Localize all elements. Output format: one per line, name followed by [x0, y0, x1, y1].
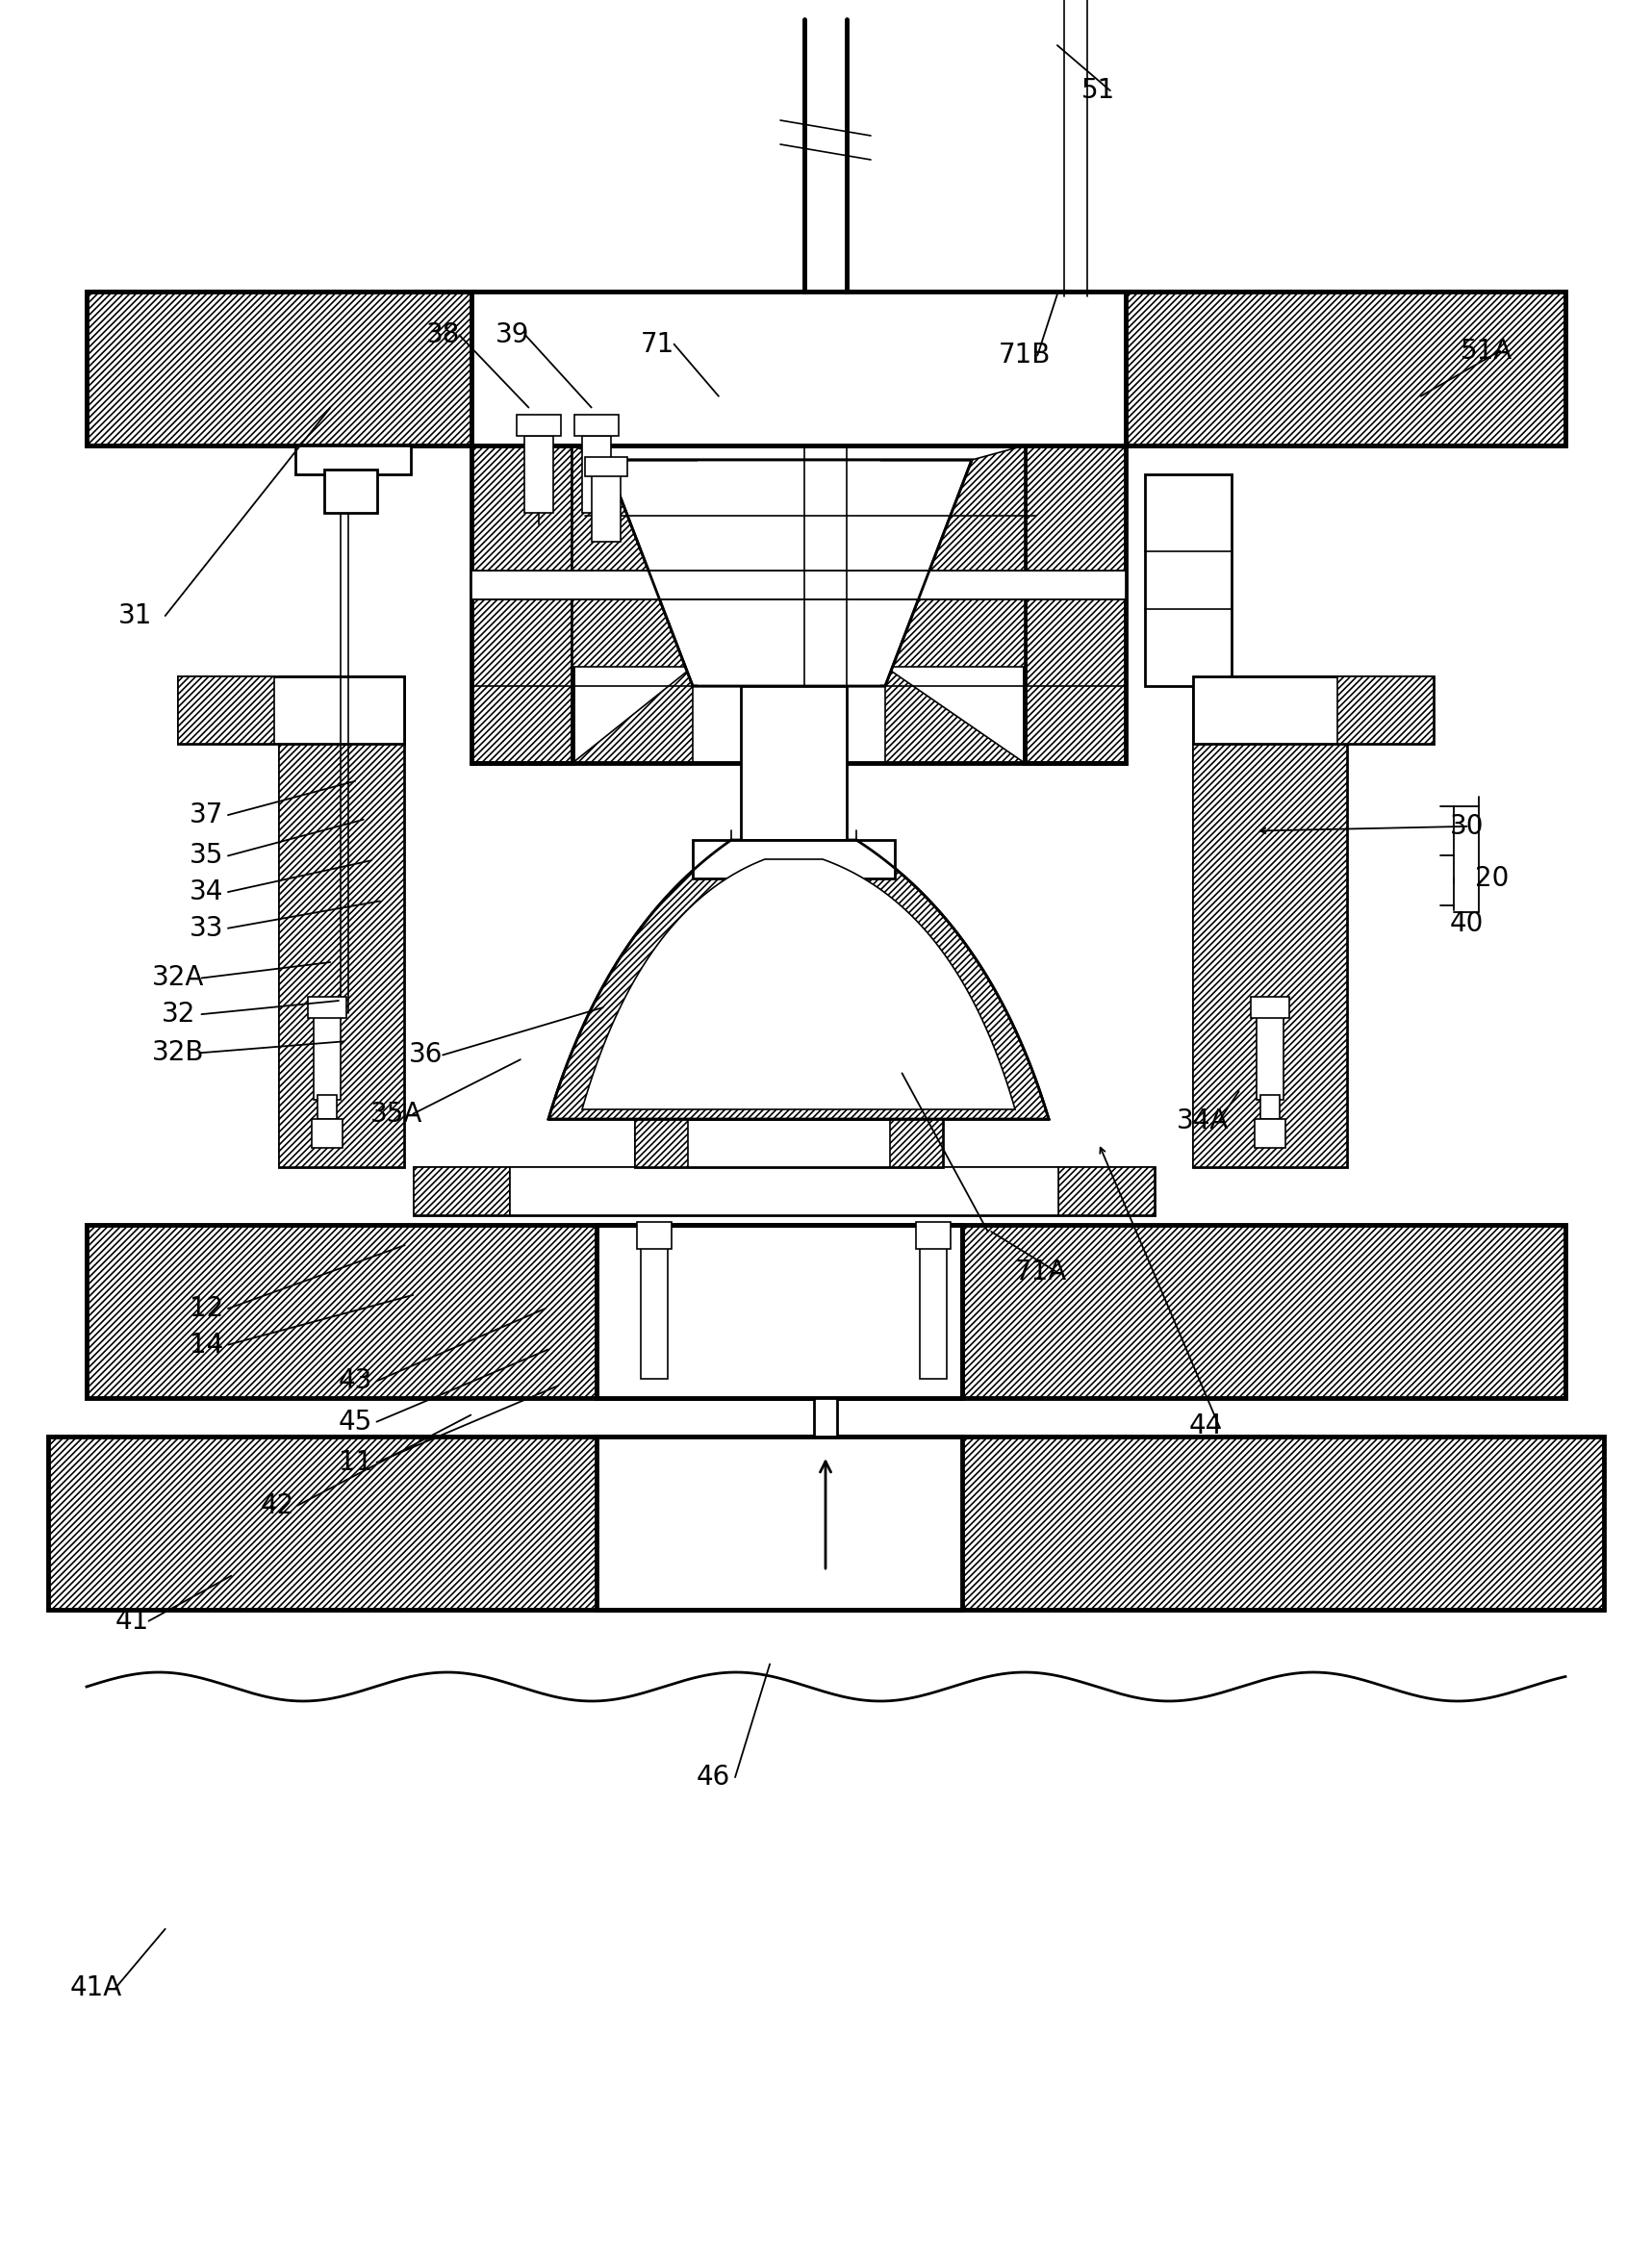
- Bar: [1193, 677, 1346, 1168]
- Bar: [178, 677, 405, 745]
- Text: 32B: 32B: [152, 1039, 205, 1066]
- Bar: [524, 437, 553, 514]
- Bar: [317, 1096, 337, 1118]
- Bar: [86, 292, 1566, 446]
- Text: 44: 44: [1189, 1413, 1222, 1440]
- Text: 34A: 34A: [1176, 1107, 1229, 1134]
- Bar: [740, 686, 847, 840]
- Text: 32A: 32A: [152, 964, 205, 992]
- Bar: [692, 840, 895, 878]
- Bar: [279, 677, 405, 1168]
- Bar: [697, 460, 881, 686]
- Text: 35A: 35A: [370, 1100, 423, 1127]
- Bar: [471, 571, 1125, 600]
- Text: 42: 42: [261, 1492, 294, 1519]
- Text: 51A: 51A: [1460, 337, 1513, 365]
- Polygon shape: [573, 668, 692, 763]
- Text: 35: 35: [190, 842, 223, 869]
- Bar: [279, 677, 405, 1168]
- Bar: [920, 1238, 947, 1379]
- Bar: [890, 1118, 943, 1168]
- Text: 11: 11: [339, 1449, 372, 1476]
- Bar: [48, 1438, 1604, 1610]
- Text: 43: 43: [339, 1367, 372, 1395]
- Bar: [471, 292, 1125, 446]
- Polygon shape: [885, 668, 1024, 763]
- Bar: [312, 1118, 342, 1148]
- Bar: [86, 1225, 1566, 1399]
- Bar: [1024, 446, 1125, 763]
- Bar: [634, 1118, 943, 1168]
- Text: 30: 30: [1450, 813, 1483, 840]
- Bar: [1193, 677, 1434, 745]
- Text: 38: 38: [426, 321, 459, 349]
- Text: 12: 12: [190, 1295, 223, 1322]
- Bar: [178, 677, 274, 745]
- Text: 41: 41: [116, 1607, 149, 1635]
- Bar: [1193, 677, 1346, 1168]
- Bar: [591, 475, 621, 541]
- Bar: [1059, 1168, 1155, 1216]
- Text: 31: 31: [119, 602, 152, 629]
- Polygon shape: [573, 446, 692, 668]
- Bar: [585, 457, 628, 475]
- Bar: [471, 292, 573, 446]
- Bar: [314, 1014, 340, 1100]
- Bar: [1251, 996, 1289, 1019]
- Text: 71A: 71A: [1014, 1259, 1067, 1286]
- Bar: [1338, 677, 1434, 745]
- Text: 39: 39: [496, 321, 529, 349]
- Text: 36: 36: [410, 1041, 443, 1069]
- Bar: [1145, 475, 1231, 686]
- Polygon shape: [548, 840, 1049, 1118]
- Text: 20: 20: [1475, 865, 1508, 892]
- Bar: [307, 996, 347, 1019]
- Bar: [517, 414, 562, 437]
- Polygon shape: [582, 860, 1014, 1109]
- Bar: [634, 1118, 687, 1168]
- Text: 46: 46: [697, 1764, 730, 1791]
- Bar: [413, 1168, 510, 1216]
- Bar: [575, 414, 618, 437]
- Bar: [413, 1168, 1155, 1216]
- Text: 34: 34: [190, 878, 223, 906]
- Bar: [596, 1225, 961, 1399]
- Text: 71: 71: [641, 331, 674, 358]
- Text: 14: 14: [190, 1331, 223, 1358]
- Text: 71B: 71B: [998, 342, 1051, 369]
- Text: 45: 45: [339, 1408, 372, 1435]
- Bar: [471, 446, 573, 763]
- Bar: [510, 1168, 1059, 1216]
- Bar: [915, 1223, 950, 1250]
- Bar: [582, 437, 611, 514]
- Polygon shape: [606, 460, 971, 686]
- Text: 37: 37: [190, 801, 223, 829]
- Bar: [596, 1438, 961, 1610]
- Text: 32: 32: [162, 1001, 195, 1028]
- Text: 33: 33: [190, 915, 223, 942]
- Bar: [814, 1399, 838, 1438]
- Text: 41A: 41A: [69, 1974, 122, 2001]
- Bar: [1024, 292, 1125, 446]
- Bar: [641, 1238, 667, 1379]
- Bar: [638, 1223, 672, 1250]
- Polygon shape: [885, 446, 1024, 668]
- Bar: [1260, 1096, 1280, 1118]
- Bar: [324, 469, 377, 514]
- Bar: [1257, 1014, 1284, 1100]
- Bar: [296, 446, 411, 475]
- Bar: [1254, 1118, 1285, 1148]
- Text: 51: 51: [1082, 77, 1115, 104]
- Text: 40: 40: [1450, 910, 1483, 937]
